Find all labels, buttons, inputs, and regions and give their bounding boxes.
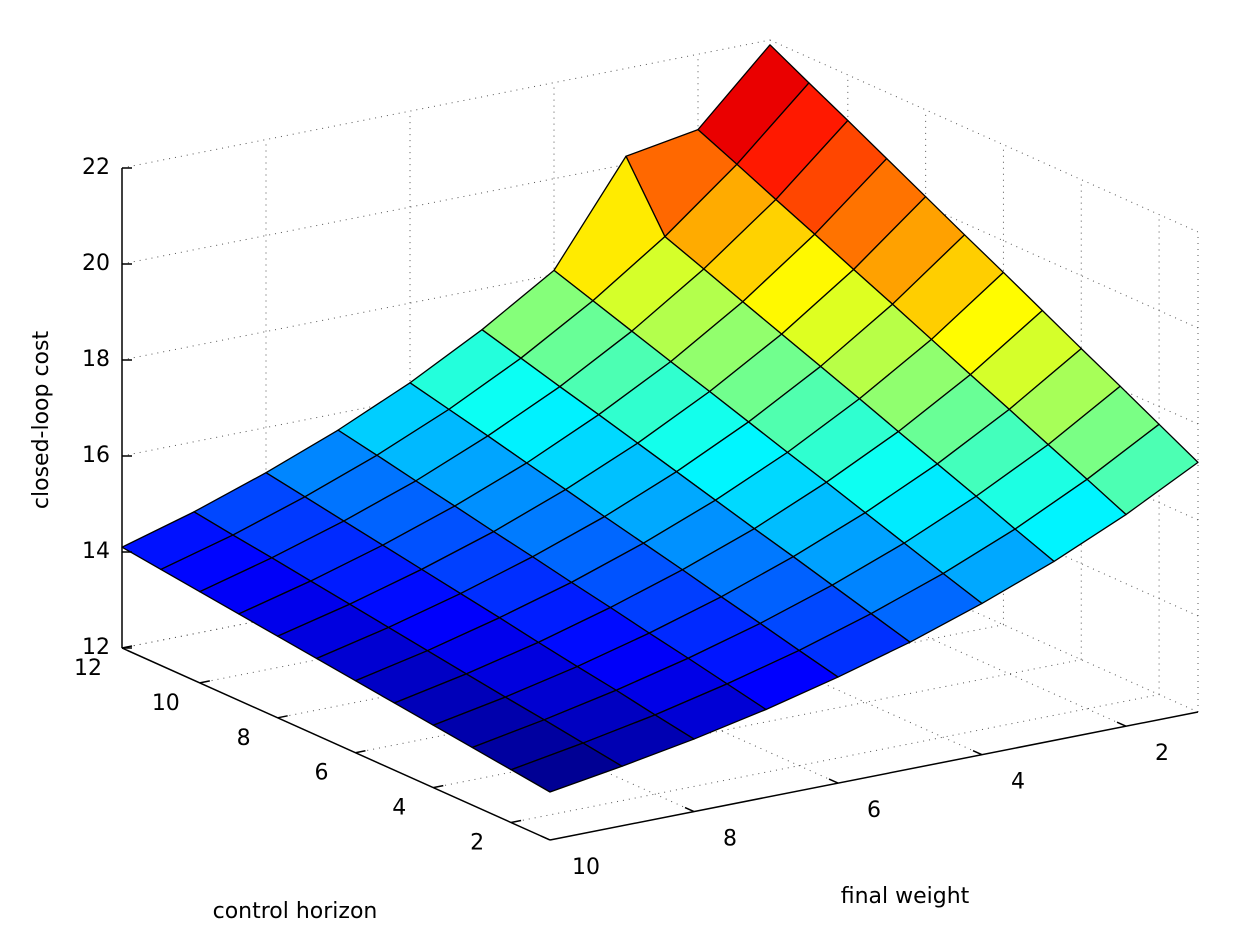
grid-line	[769, 39, 1199, 233]
x-tick	[355, 749, 366, 754]
x-tick-label: 2	[470, 831, 484, 856]
x-axis	[121, 647, 551, 841]
surface-patch	[510, 742, 623, 793]
x-tick	[433, 784, 444, 789]
z-tick-label: 12	[82, 635, 110, 660]
z-axis-label: closed-loop cost	[29, 331, 54, 510]
y-tick-label: 2	[1155, 741, 1169, 766]
z-tick-label: 20	[82, 251, 110, 276]
x-tick-label: 8	[237, 726, 251, 751]
y-tick-label: 10	[572, 855, 600, 880]
x-tick-label: 6	[314, 761, 328, 786]
y-tick	[972, 749, 983, 756]
grid-line	[433, 659, 1082, 789]
y-tick-label: 8	[723, 827, 737, 852]
grid-line	[121, 135, 771, 265]
x-tick	[510, 819, 522, 824]
z-tick-label: 18	[82, 347, 110, 372]
grid-line	[121, 39, 771, 169]
grid-line	[121, 231, 771, 361]
y-axis-label: final weight	[841, 884, 970, 909]
y-tick	[828, 778, 839, 784]
x-tick-label: 12	[74, 656, 102, 681]
x-tick-label: 4	[392, 796, 406, 821]
z-tick-label: 14	[82, 539, 110, 564]
y-tick-label: 6	[867, 798, 881, 823]
x-axis-label: control horizon	[213, 899, 378, 924]
surface	[121, 44, 1199, 793]
y-tick	[540, 835, 551, 841]
x-tick	[277, 715, 288, 719]
z-tick-label: 22	[82, 155, 110, 180]
x-tick	[121, 645, 133, 649]
y-axis	[549, 711, 1199, 841]
x-tick-label: 10	[152, 691, 180, 716]
grid-line	[510, 694, 1160, 824]
y-tick	[684, 806, 695, 813]
y-tick-label: 4	[1011, 770, 1025, 795]
z-tick-label: 16	[82, 443, 110, 468]
x-tick	[199, 680, 210, 684]
y-tick	[1116, 721, 1127, 727]
